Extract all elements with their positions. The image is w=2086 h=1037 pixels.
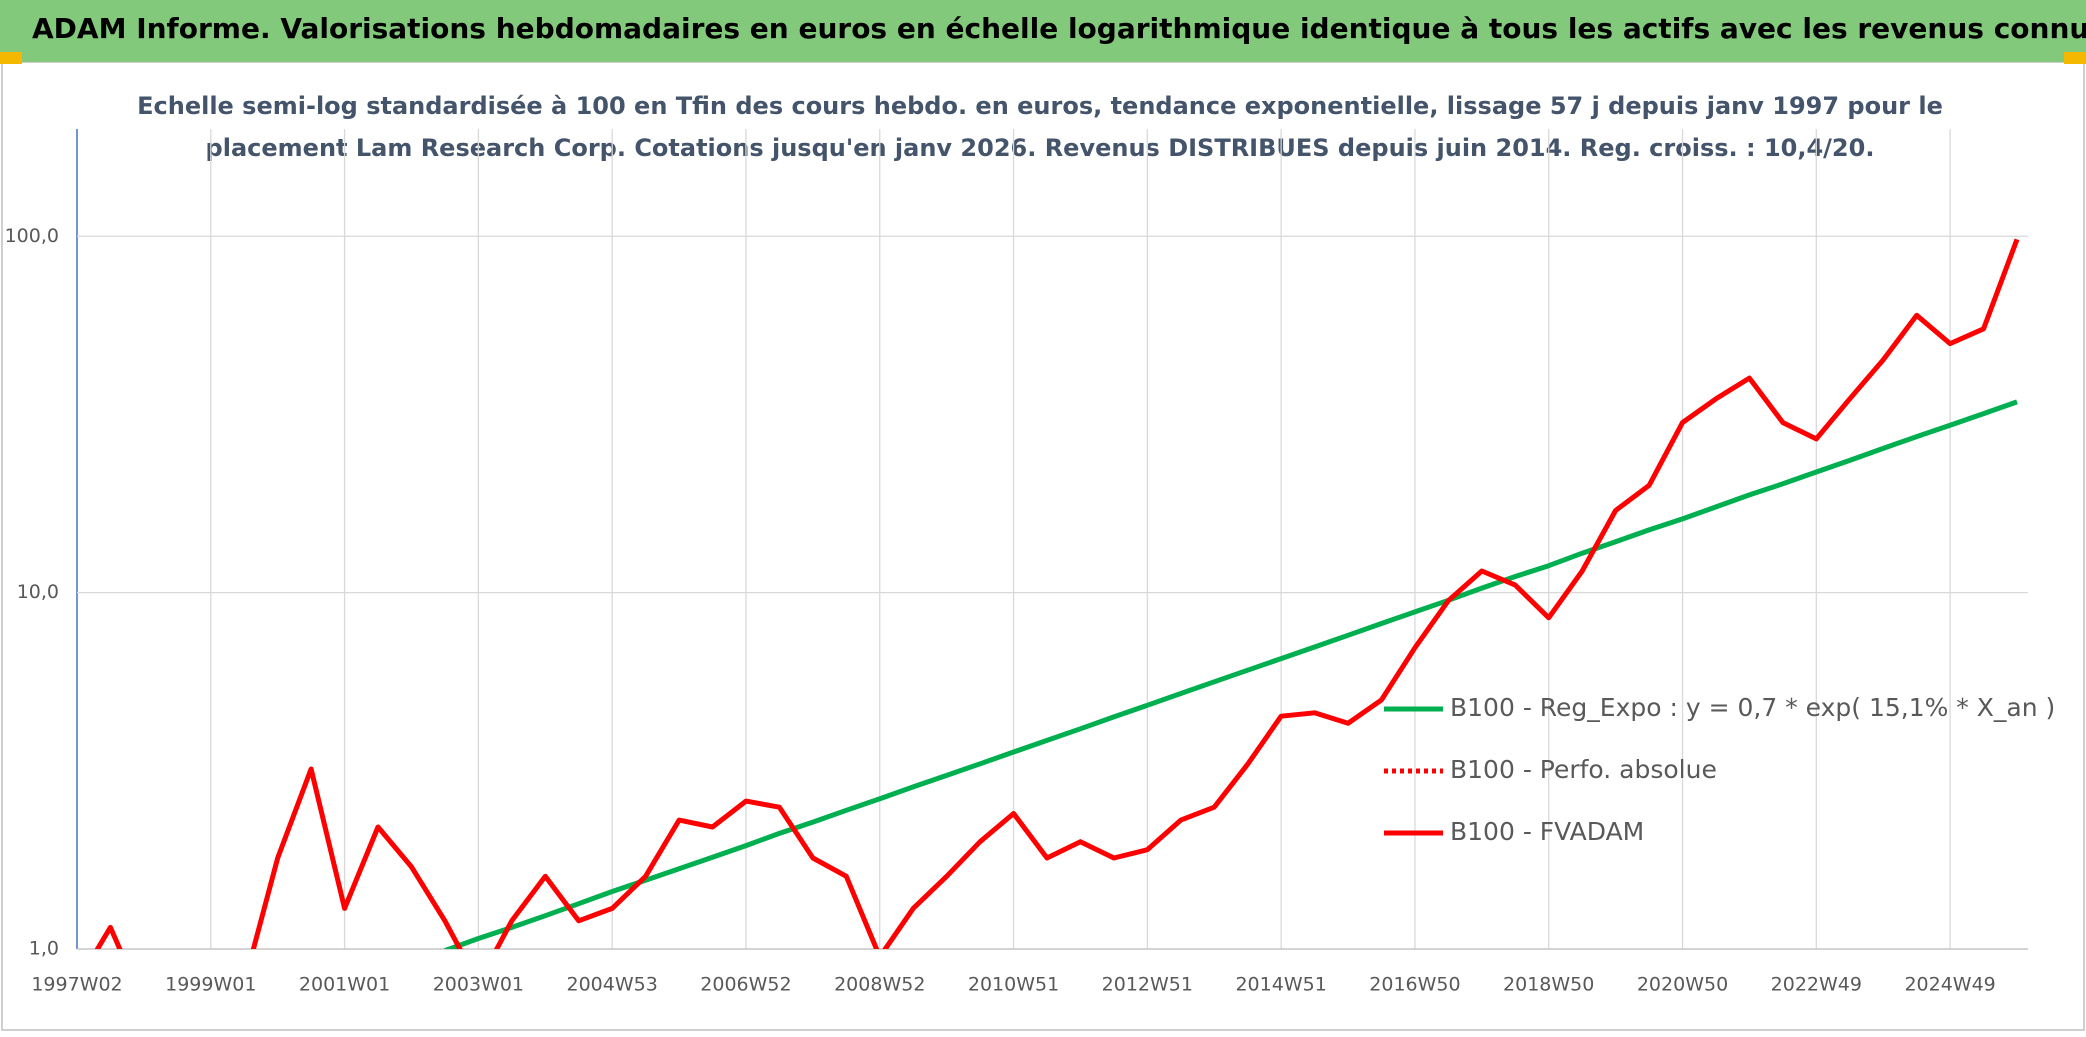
x-tick-label: 2022W49 [1771, 974, 1862, 996]
x-tick-label: 2024W49 [1904, 974, 1995, 996]
x-tick-label: 2008W52 [834, 974, 925, 996]
corner [0, 52, 22, 64]
x-tick-label: 2001W01 [299, 974, 390, 996]
x-tick-label: 2014W51 [1235, 974, 1326, 996]
subtitle: placement Lam Research Corp. Cotations j… [206, 134, 1875, 162]
x-tick-label: 1997W02 [31, 974, 122, 996]
legend-label: B100 - Perfo. absolue [1450, 755, 1717, 784]
x-tick-label: 2012W51 [1102, 974, 1193, 996]
x-tick-label: 1999W01 [165, 974, 256, 996]
x-tick-label: 2020W50 [1637, 974, 1728, 996]
x-tick-label: 2003W01 [433, 974, 524, 996]
subtitle: Echelle semi-log standardisée à 100 en T… [137, 92, 1943, 120]
corner [2064, 52, 2086, 64]
y-tick-label: 10,0 [17, 581, 59, 603]
header-bar [0, 0, 2086, 62]
y-tick-label: 1,0 [29, 938, 59, 960]
series-line [94, 238, 2020, 949]
legend-label: B100 - Reg_Expo : y = 0,7 * exp( 15,1% *… [1450, 693, 2055, 722]
x-tick-label: 2016W50 [1369, 974, 1460, 996]
legend-label: B100 - FVADAM [1450, 817, 1644, 846]
chart-title: ADAM Informe. Valorisations hebdomadaire… [32, 12, 2086, 45]
x-tick-label: 2006W52 [700, 974, 791, 996]
x-tick-label: 2010W51 [968, 974, 1059, 996]
y-tick-label: 100,0 [5, 225, 59, 247]
series-line [444, 399, 2018, 949]
x-tick-label: 2018W50 [1503, 974, 1594, 996]
x-tick-label: 2004W53 [567, 974, 658, 996]
